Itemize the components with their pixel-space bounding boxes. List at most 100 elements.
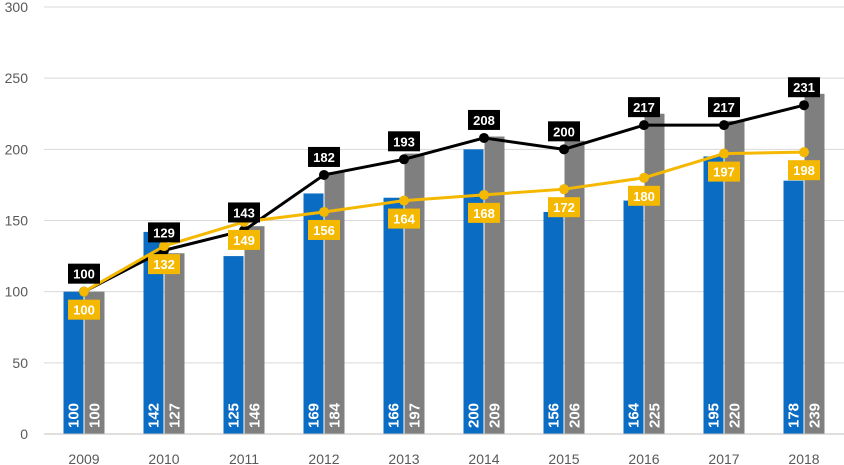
x-tick-label: 2012 — [308, 451, 339, 465]
data-point-marker — [719, 120, 729, 131]
bar — [244, 226, 265, 434]
data-point-marker — [639, 172, 649, 183]
x-axis-ticks: 2009 2010 2011 2012 2013 2014 2015 2016 2017 2018 — [68, 451, 819, 465]
line-label-box — [68, 299, 100, 320]
line-value-label: 182 — [313, 150, 335, 165]
line-label-box — [228, 229, 260, 250]
line-label-box — [628, 97, 660, 118]
bar — [164, 253, 185, 434]
line-label-box — [228, 202, 260, 223]
bar-value-label: 146 — [247, 403, 264, 428]
data-point-marker — [559, 144, 569, 155]
bar — [564, 140, 585, 434]
bar — [644, 113, 665, 434]
x-tick-label: 2018 — [788, 451, 819, 465]
bar-value-label: 200 — [466, 403, 483, 428]
line-value-label: 168 — [473, 206, 495, 221]
data-point-marker — [399, 154, 409, 165]
bar-value-label: 156 — [546, 403, 563, 428]
bar-value-label: 178 — [786, 403, 803, 428]
y-tick-label: 100 — [5, 284, 29, 300]
line-label-box — [148, 254, 180, 275]
line-label-box — [788, 160, 820, 181]
data-point-marker — [159, 241, 169, 252]
x-tick-label: 2013 — [388, 451, 419, 465]
data-point-marker — [719, 148, 729, 159]
bar — [383, 197, 404, 434]
x-tick-label: 2010 — [148, 451, 179, 465]
data-point-marker — [559, 184, 569, 195]
data-point-marker — [479, 189, 489, 200]
line-label-box — [388, 131, 420, 152]
line-value-label: 164 — [393, 212, 415, 227]
bar — [143, 231, 164, 434]
bar-value-label: 197 — [407, 403, 424, 428]
bar-value-label: 195 — [706, 403, 723, 428]
bar-value-label: 169 — [306, 403, 323, 428]
line-value-label: 193 — [393, 134, 415, 149]
line-value-label: 200 — [553, 124, 575, 139]
y-tick-label: 0 — [20, 426, 28, 442]
bar — [703, 156, 724, 434]
line-label-box — [548, 197, 580, 218]
line-value-label: 100 — [73, 303, 95, 318]
bar-value-label: 206 — [567, 403, 584, 428]
x-tick-label: 2017 — [708, 451, 739, 465]
x-tick-label: 2016 — [628, 451, 659, 465]
line-value-label: 129 — [153, 225, 175, 240]
bar-value-labels: 100 142 125 169 166 200 156 164 195 178 100 127 146 1… — [66, 402, 824, 428]
bar-value-label: 239 — [807, 403, 824, 428]
bar — [84, 291, 105, 434]
x-tick-label: 2014 — [468, 451, 499, 465]
line-value-label: 231 — [793, 80, 815, 95]
line-label-box — [708, 97, 740, 118]
line-value-label: 217 — [633, 100, 655, 115]
bar-value-label: 127 — [167, 403, 184, 428]
line-value-label: 143 — [233, 205, 255, 220]
y-tick-label: 250 — [5, 70, 29, 86]
line-label-box — [628, 185, 660, 206]
bar — [223, 256, 244, 434]
line-label-box — [308, 146, 340, 167]
y-tick-label: 50 — [12, 355, 28, 371]
line-value-label: 172 — [553, 200, 575, 215]
data-point-marker — [319, 169, 329, 180]
line-series — [79, 100, 809, 297]
bar — [484, 136, 505, 435]
bar — [783, 180, 804, 434]
bar — [623, 200, 644, 434]
line-label-box — [548, 121, 580, 142]
line-value-label: 217 — [713, 100, 735, 115]
line-value-label: 208 — [473, 113, 495, 128]
data-point-marker — [639, 120, 649, 131]
line-value-labels: 100 129 143 182 193 208 200 217 217 231 100 132 149 1… — [68, 77, 820, 320]
line-label-box — [468, 202, 500, 223]
line-value-label: 149 — [233, 233, 255, 248]
line-label-box — [708, 161, 740, 182]
bar-value-label: 209 — [487, 403, 504, 428]
y-tick-label: 300 — [5, 0, 29, 15]
y-tick-label: 200 — [5, 141, 29, 157]
bar — [804, 93, 825, 434]
data-point-marker — [399, 195, 409, 206]
bar-value-label: 225 — [647, 403, 664, 428]
line-label-box — [468, 109, 500, 130]
series-line — [83, 103, 805, 293]
line-value-label: 156 — [313, 223, 335, 238]
data-point-marker — [799, 100, 809, 111]
line-label-box — [148, 222, 180, 243]
line-label-box — [788, 77, 820, 98]
x-tick-label: 2011 — [229, 451, 259, 465]
y-axis-ticks: 0 50 100 150 200 250 300 — [5, 0, 29, 442]
bar-value-label: 166 — [386, 403, 403, 428]
bar-value-label: 100 — [66, 403, 83, 428]
line-value-label: 132 — [153, 257, 175, 272]
line-value-label: 180 — [633, 189, 655, 204]
data-point-marker — [799, 147, 809, 158]
line-label-box — [388, 208, 420, 229]
line-value-label: 198 — [793, 163, 815, 178]
y-tick-label: 150 — [5, 213, 29, 229]
gridlines — [44, 6, 844, 364]
